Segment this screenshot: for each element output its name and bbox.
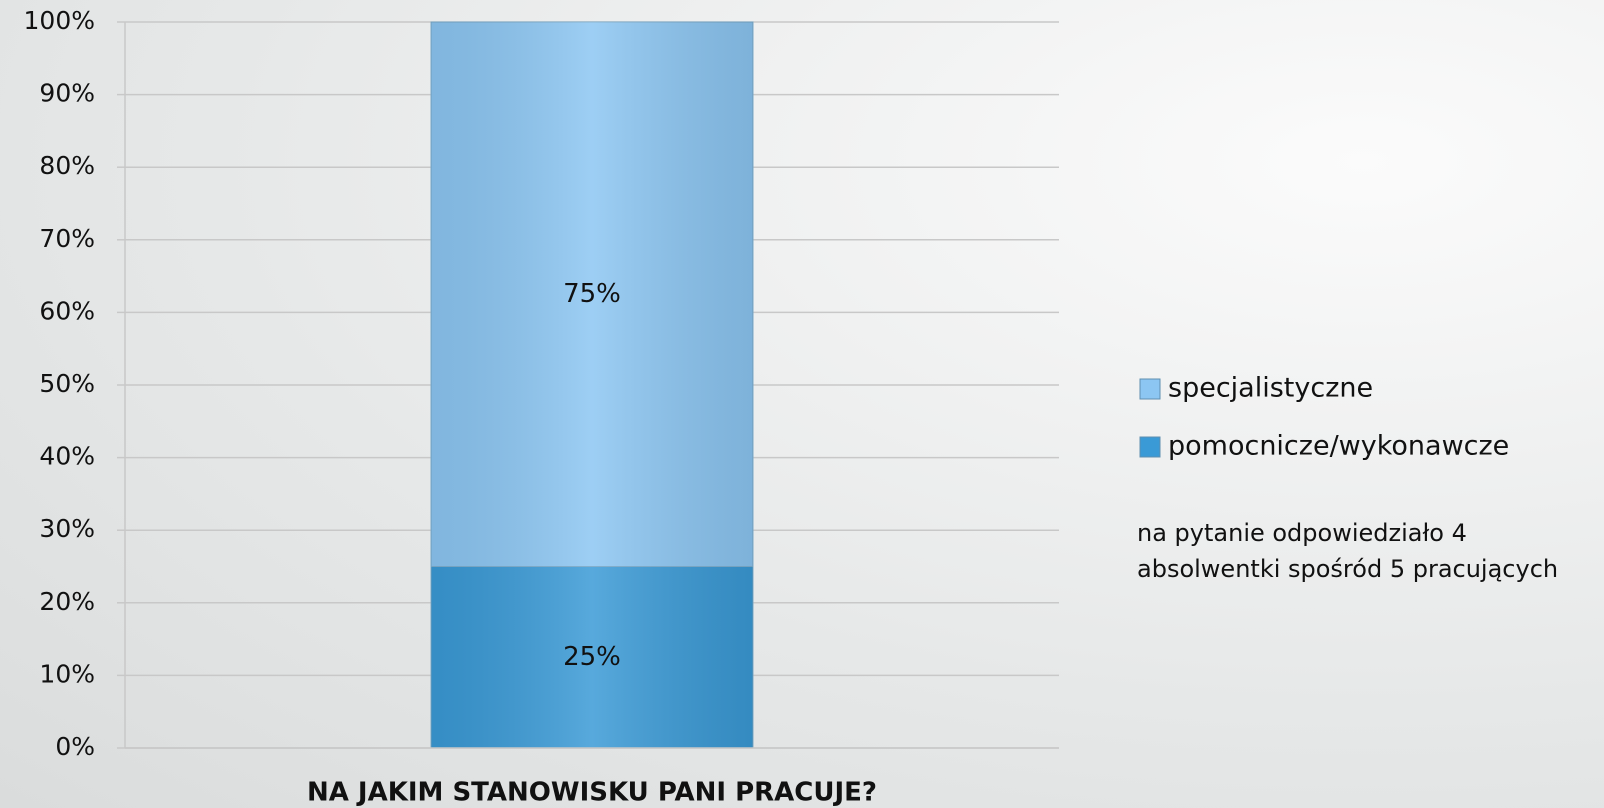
data-label: 75% <box>563 279 621 309</box>
legend-swatch <box>1139 378 1161 400</box>
legend-label: specjalistyczne <box>1168 373 1373 404</box>
legend-label: pomocnicze/wykonawcze <box>1168 431 1509 462</box>
y-tick-label: 30% <box>39 514 95 543</box>
y-tick-label: 20% <box>39 587 95 616</box>
y-tick-label: 100% <box>24 6 95 35</box>
y-tick-label: 60% <box>39 296 95 325</box>
y-tick-label: 0% <box>55 732 95 761</box>
y-tick-label: 50% <box>39 369 95 398</box>
x-tick-label: NA JAKIM STANOWISKU PANI PRACUJE? <box>307 778 877 808</box>
legend-swatch <box>1139 436 1161 458</box>
y-tick-label: 40% <box>39 442 95 471</box>
annotation: na pytanie odpowiedziało 4 <box>1137 519 1467 547</box>
annotation: absolwentki spośród 5 pracujących <box>1137 555 1558 583</box>
y-tick-label: 80% <box>39 151 95 180</box>
data-label: 25% <box>563 642 621 672</box>
bar-shade <box>431 22 753 567</box>
y-tick-label: 10% <box>39 659 95 688</box>
y-tick-label: 70% <box>39 224 95 253</box>
bar-shade <box>431 566 753 748</box>
y-tick-label: 90% <box>39 79 95 108</box>
